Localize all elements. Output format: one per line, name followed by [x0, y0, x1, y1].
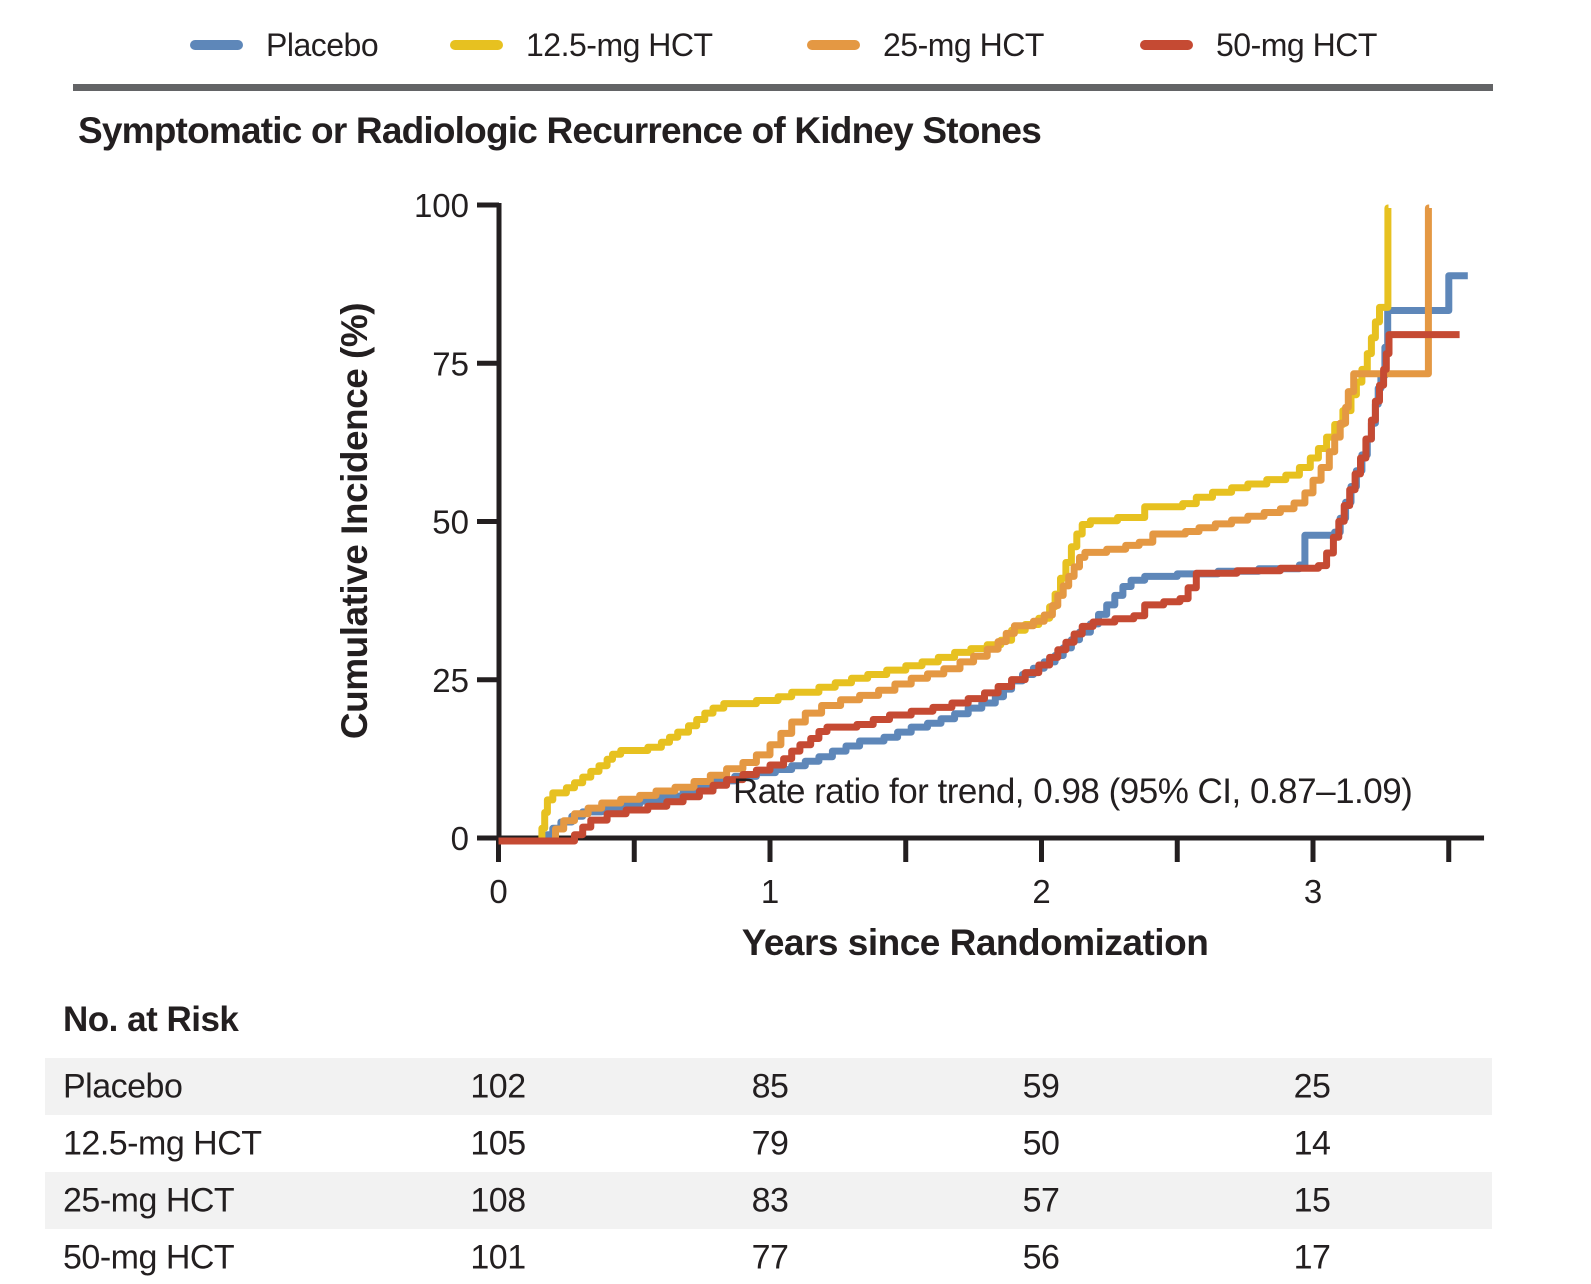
y-axis-title: Cumulative Incidence (%)	[334, 302, 375, 740]
y-tick-label: 25	[432, 662, 469, 699]
risk-value: 85	[751, 1067, 789, 1105]
x-axis-title: Years since Randomization	[741, 922, 1209, 963]
risk-value: 105	[470, 1124, 526, 1162]
placebo-line-swatch	[190, 40, 243, 50]
risk-value: 77	[751, 1238, 789, 1276]
table-row: 12.5-mg HCT 105 79 50 14	[45, 1115, 1492, 1172]
risk-value: 57	[1022, 1181, 1060, 1219]
table-row: 50-mg HCT 101 77 56 17	[45, 1229, 1492, 1284]
risk-value: 108	[470, 1181, 526, 1219]
hct25-line-swatch	[807, 40, 860, 50]
risk-row-label: 50-mg HCT	[63, 1238, 235, 1276]
hct12-line-swatch	[450, 40, 503, 50]
x-tick-label: 2	[1032, 873, 1050, 910]
y-tick-label: 100	[414, 187, 469, 224]
risk-value: 15	[1293, 1181, 1331, 1219]
x-tick-label: 0	[489, 873, 507, 910]
risk-row-label: 12.5-mg HCT	[63, 1124, 262, 1162]
legend-label: Placebo	[266, 26, 379, 63]
risk-value: 79	[751, 1124, 789, 1162]
legend-item-placebo: Placebo	[190, 27, 379, 63]
x-tick-label: 1	[761, 873, 779, 910]
legend-item-25mg: 25-mg HCT	[807, 27, 1044, 63]
risk-value: 83	[751, 1181, 789, 1219]
legend-label: 50-mg HCT	[1216, 26, 1377, 63]
series-line-25-mg-hct	[498, 204, 1432, 845]
risk-value: 25	[1293, 1067, 1331, 1105]
legend-label: 25-mg HCT	[883, 26, 1044, 63]
rate-ratio-annotation: Rate ratio for trend, 0.98 (95% CI, 0.87…	[733, 772, 1413, 811]
x-tick-label: 3	[1304, 873, 1322, 910]
legend-label: 12.5-mg HCT	[526, 26, 713, 63]
series-line-placebo	[498, 272, 1468, 845]
risk-row-label: 25-mg HCT	[63, 1181, 235, 1219]
risk-value: 59	[1022, 1067, 1060, 1105]
series-line-12-5-mg-hct	[498, 204, 1392, 845]
risk-value: 14	[1293, 1124, 1331, 1162]
legend-item-12-5mg: 12.5-mg HCT	[450, 27, 713, 63]
page-title: Symptomatic or Radiologic Recurrence of …	[78, 110, 1042, 151]
risk-value: 56	[1022, 1238, 1060, 1276]
y-tick-label: 50	[432, 504, 469, 541]
legend-divider-rule	[73, 84, 1493, 91]
y-tick-label: 0	[451, 820, 469, 857]
risk-row-label: Placebo	[63, 1067, 183, 1105]
hct50-line-swatch	[1140, 40, 1193, 50]
risk-value: 17	[1293, 1238, 1331, 1276]
risk-value: 102	[470, 1067, 526, 1105]
table-row: Placebo 102 85 59 25	[45, 1058, 1492, 1115]
risk-value: 50	[1022, 1124, 1060, 1162]
table-row: 25-mg HCT 108 83 57 15	[45, 1172, 1492, 1229]
risk-table-heading: No. at Risk	[63, 1000, 239, 1039]
y-tick-label: 75	[432, 345, 469, 382]
series-line-50-mg-hct	[498, 331, 1460, 845]
legend-item-50mg: 50-mg HCT	[1140, 27, 1377, 63]
risk-value: 101	[470, 1238, 526, 1276]
